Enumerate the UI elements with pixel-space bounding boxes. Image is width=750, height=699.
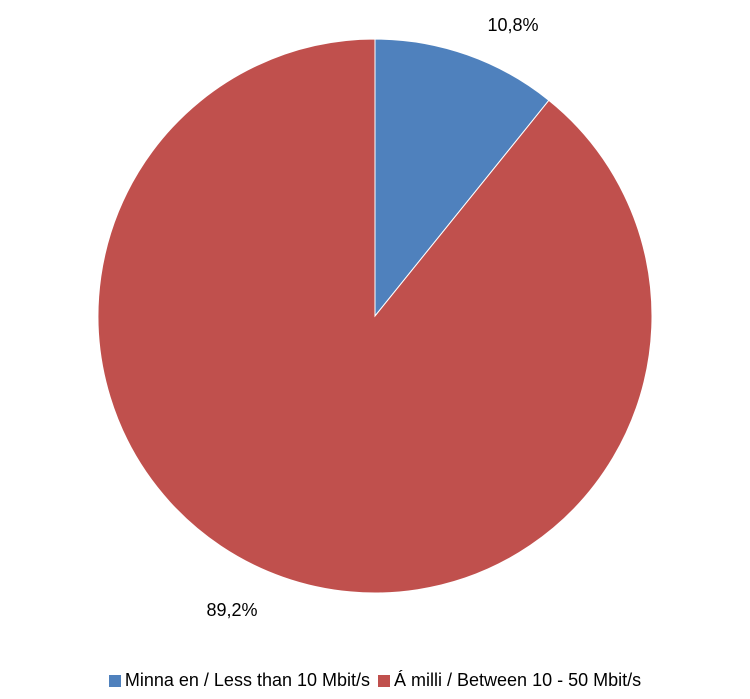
legend-swatch-between-10-50 <box>378 674 391 687</box>
legend-swatch-less-than-10 <box>108 674 121 687</box>
data-label-between-10-50: 89,2% <box>206 600 257 620</box>
legend-label-between-10-50: Á milli / Between 10 - 50 Mbit/s <box>394 670 642 690</box>
data-label-less-than-10: 10,8% <box>487 15 538 35</box>
pie-slice-less-than-10 <box>374 38 550 318</box>
pie-slice-between-10-50 <box>97 38 653 594</box>
legend-item-between-10-50: Á milli / Between 10 - 50 Mbit/s <box>378 670 641 691</box>
pie-slices <box>97 38 653 594</box>
legend: Minna en / Less than 10 Mbit/s Á milli /… <box>0 670 750 691</box>
legend-item-less-than-10: Minna en / Less than 10 Mbit/s <box>108 670 371 691</box>
legend-label-less-than-10: Minna en / Less than 10 Mbit/s <box>124 670 371 690</box>
